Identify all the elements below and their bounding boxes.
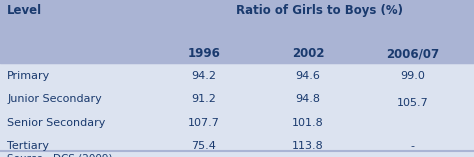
Text: Source:  DCS (2009).: Source: DCS (2009).: [7, 154, 116, 157]
Text: Tertiary: Tertiary: [7, 141, 49, 151]
Text: 107.7: 107.7: [188, 118, 220, 128]
Text: 105.7: 105.7: [397, 98, 428, 108]
Text: 94.2: 94.2: [191, 71, 216, 81]
Bar: [0, 0, 474, 63]
Text: 99.0: 99.0: [400, 71, 425, 81]
Text: Ratio of Girls to Boys (%): Ratio of Girls to Boys (%): [237, 4, 403, 17]
Text: 75.4: 75.4: [191, 141, 216, 151]
Text: -: -: [410, 141, 414, 151]
Text: 2006/07: 2006/07: [386, 47, 439, 60]
Text: Level: Level: [7, 4, 42, 17]
Text: Primary: Primary: [7, 71, 50, 81]
Text: Junior Secondary: Junior Secondary: [7, 94, 102, 104]
Text: 91.2: 91.2: [191, 94, 216, 104]
Text: 113.8: 113.8: [292, 141, 324, 151]
Text: 101.8: 101.8: [292, 118, 324, 128]
Text: 1996: 1996: [187, 47, 220, 60]
Text: 94.6: 94.6: [296, 71, 320, 81]
Text: 2002: 2002: [292, 47, 324, 60]
Text: Senior Secondary: Senior Secondary: [7, 118, 106, 128]
Text: 94.8: 94.8: [296, 94, 320, 104]
